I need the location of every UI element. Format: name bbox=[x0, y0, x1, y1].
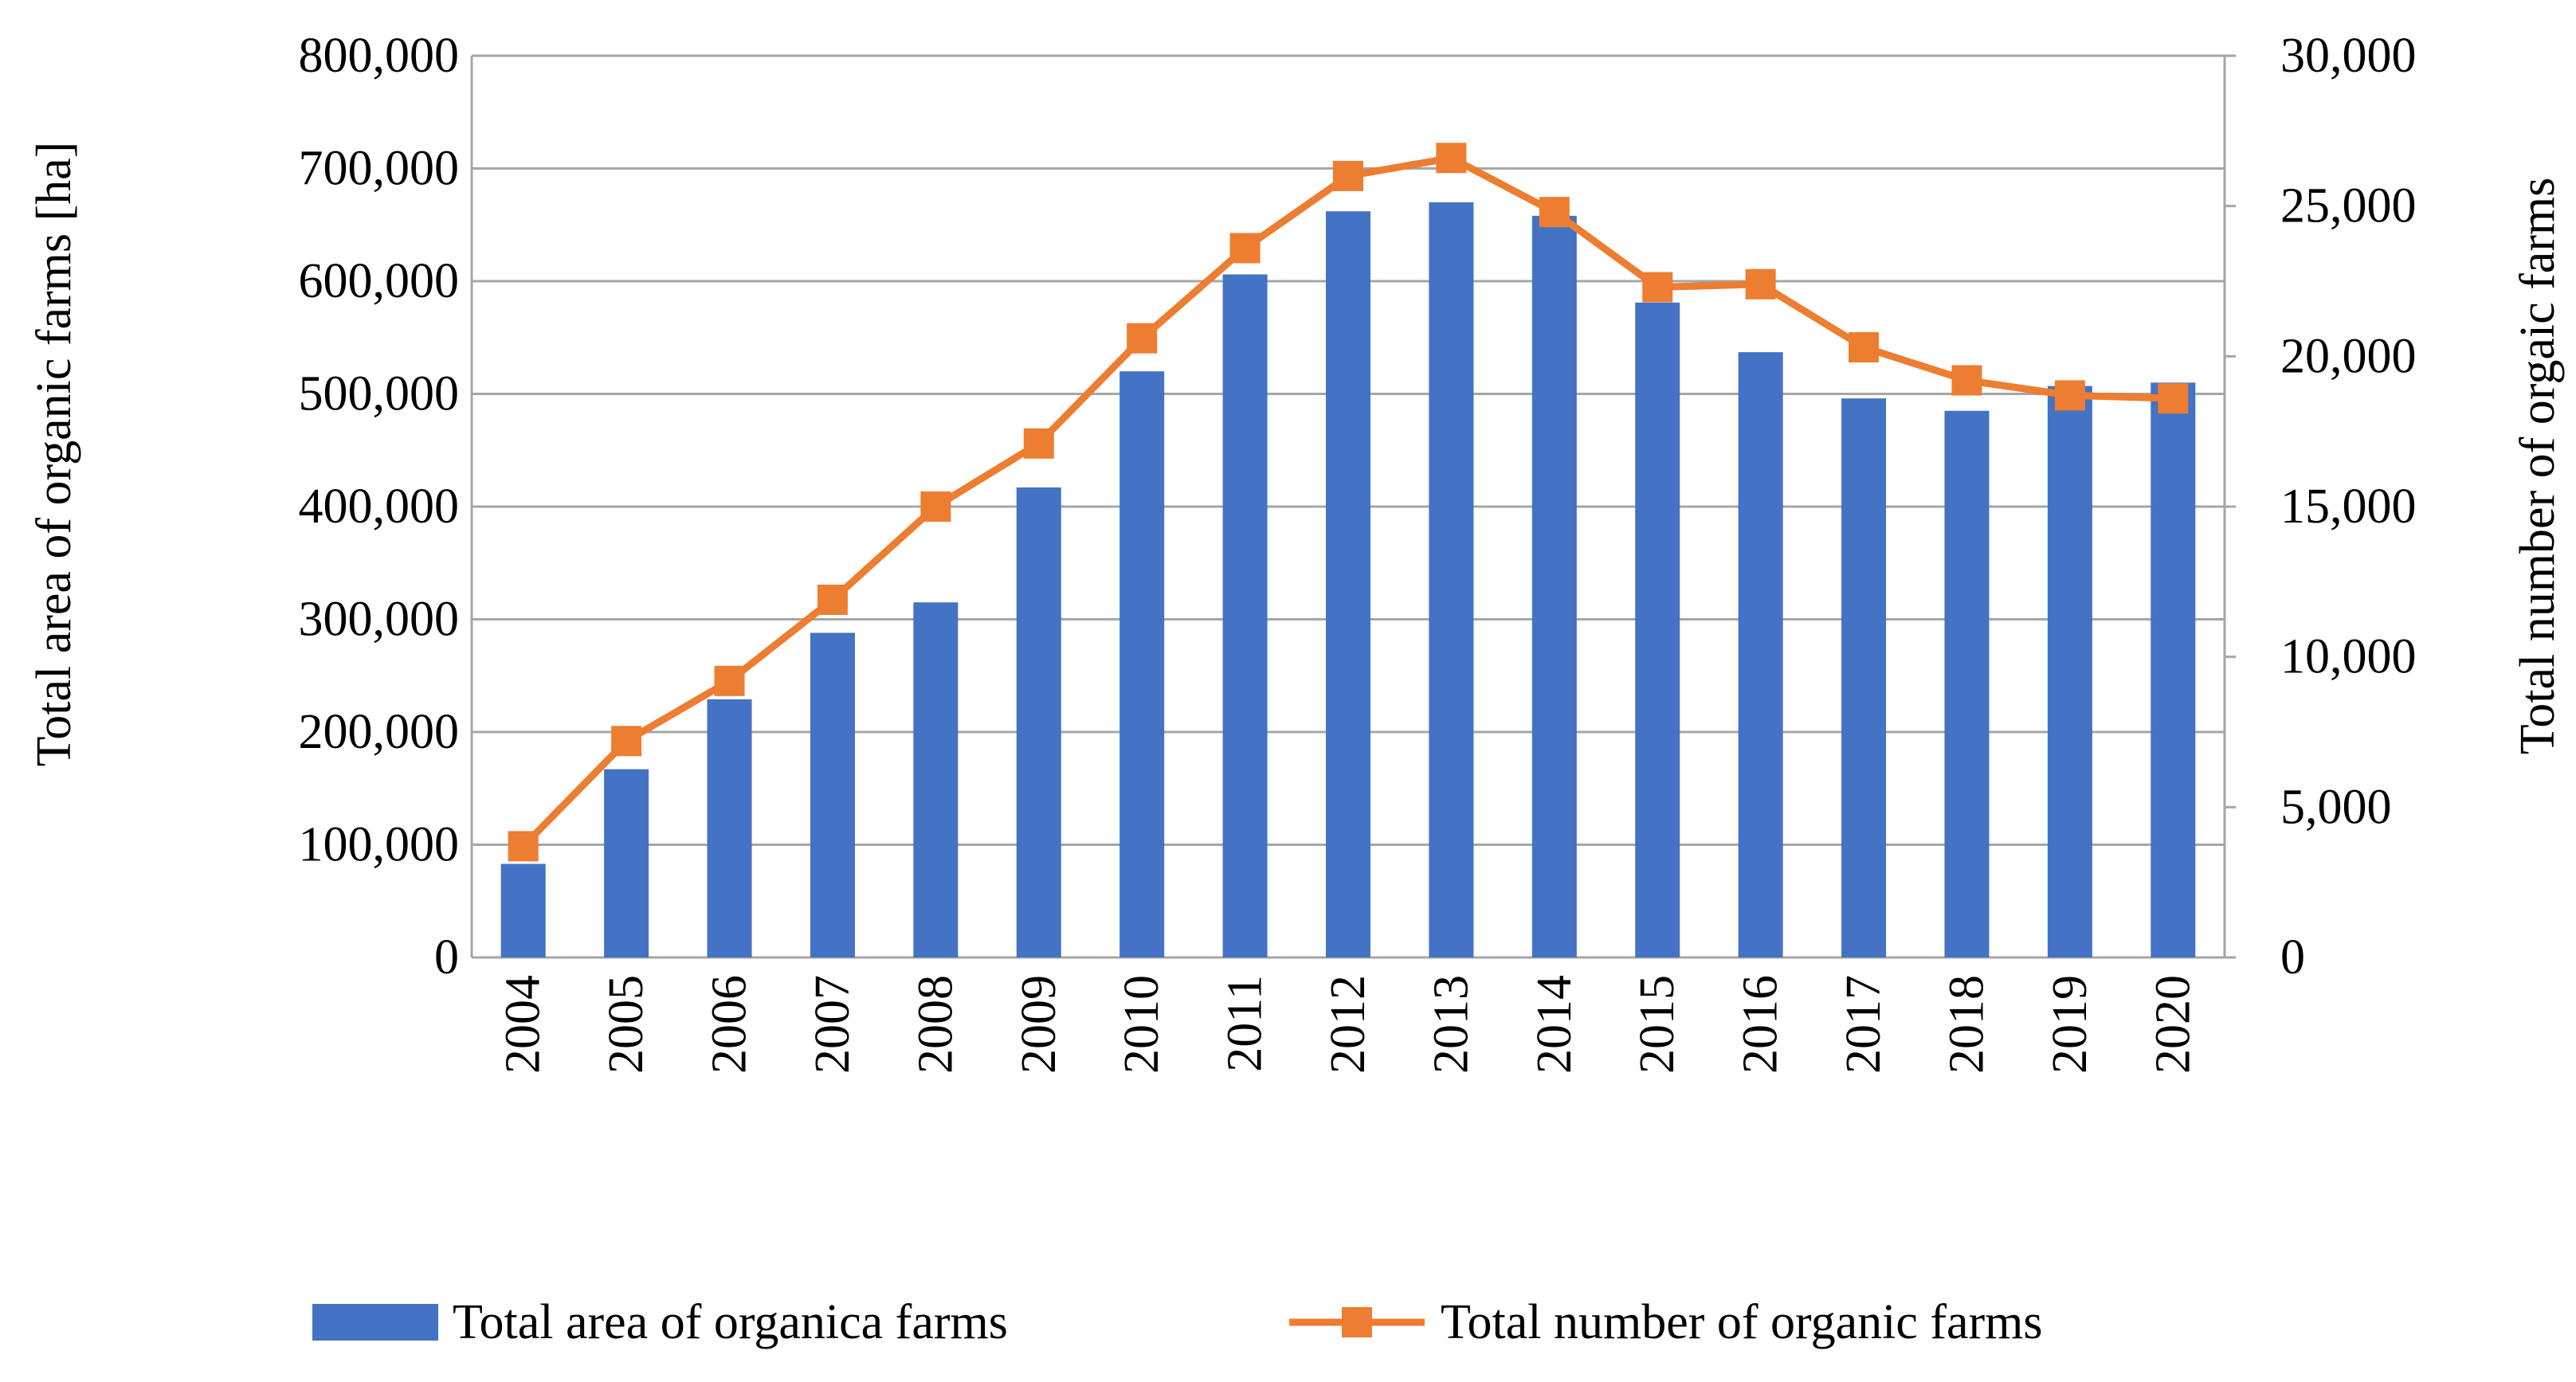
legend-bar-label: Total area of organica farms bbox=[453, 1295, 1008, 1349]
x-tick-label: 2013 bbox=[1424, 975, 1478, 1074]
point-2010 bbox=[1127, 323, 1158, 354]
point-2018 bbox=[1951, 365, 1982, 396]
x-tick-label: 2005 bbox=[599, 975, 653, 1074]
right-tick-label: 25,000 bbox=[2280, 179, 2417, 233]
right-tick-label: 10,000 bbox=[2280, 630, 2417, 684]
x-tick-label: 2008 bbox=[908, 975, 963, 1074]
left-tick-label: 500,000 bbox=[299, 367, 460, 421]
bar-2018 bbox=[1944, 410, 1990, 957]
point-2015 bbox=[1642, 272, 1673, 303]
point-2011 bbox=[1229, 233, 1261, 264]
point-2008 bbox=[920, 491, 951, 522]
bar-2004 bbox=[500, 863, 546, 957]
point-2005 bbox=[611, 726, 642, 757]
left-tick-label: 300,000 bbox=[299, 593, 460, 647]
bar-2013 bbox=[1429, 202, 1474, 957]
x-tick-label: 2020 bbox=[2146, 975, 2200, 1074]
x-tick-label: 2016 bbox=[1734, 975, 1788, 1074]
left-tick-label: 700,000 bbox=[299, 142, 460, 196]
bar-2019 bbox=[2047, 386, 2092, 958]
x-tick-label: 2017 bbox=[1837, 975, 1891, 1074]
x-tick-label: 2009 bbox=[1012, 975, 1066, 1074]
left-tick-label: 800,000 bbox=[299, 29, 460, 83]
right-axis-ticks: 0 5,000 10,000 15,000 20,000 25,000 30,000 bbox=[2280, 29, 2417, 985]
bar-2015 bbox=[1635, 302, 1680, 957]
left-axis-ticks: 0 100,000 200,000 300,000 400,000 500,000 600,… bbox=[299, 29, 460, 985]
left-tick-label: 0 bbox=[434, 930, 459, 985]
bar-2008 bbox=[913, 602, 959, 957]
x-tick-label: 2014 bbox=[1527, 975, 1582, 1074]
left-tick-label: 400,000 bbox=[299, 480, 460, 534]
bar-2006 bbox=[707, 699, 752, 957]
bar-2017 bbox=[1841, 398, 1887, 957]
right-tick-label: 5,000 bbox=[2280, 780, 2392, 834]
bar-2011 bbox=[1222, 274, 1268, 957]
point-2009 bbox=[1023, 428, 1054, 459]
right-tick-label: 15,000 bbox=[2280, 480, 2417, 534]
point-2017 bbox=[1849, 332, 1880, 363]
x-tick-label: 2011 bbox=[1218, 975, 1272, 1072]
x-tick-label: 2019 bbox=[2043, 975, 2097, 1074]
x-tick-label: 2006 bbox=[703, 975, 757, 1074]
legend-line-marker bbox=[1342, 1307, 1372, 1337]
bar-2016 bbox=[1738, 352, 1783, 957]
bar-2010 bbox=[1119, 371, 1165, 957]
legend-line-label: Total number of organic farms bbox=[1441, 1295, 2043, 1349]
bar-2012 bbox=[1326, 211, 1370, 957]
x-tick-label: 2004 bbox=[496, 975, 551, 1074]
line-series-farm-count bbox=[508, 143, 2189, 862]
bar-2009 bbox=[1016, 487, 1061, 957]
point-2006 bbox=[714, 665, 745, 696]
right-tick-label: 30,000 bbox=[2280, 29, 2417, 83]
right-tick-label: 0 bbox=[2280, 930, 2305, 985]
point-2016 bbox=[1745, 268, 1776, 299]
legend: Total area of organica farms Total numbe… bbox=[312, 1295, 2043, 1349]
left-tick-label: 600,000 bbox=[299, 254, 460, 308]
point-2012 bbox=[1333, 160, 1363, 191]
point-2019 bbox=[2054, 380, 2085, 411]
point-2020 bbox=[2158, 383, 2189, 414]
left-axis-title: Total area of organic farms [ha] bbox=[27, 142, 81, 767]
left-tick-label: 100,000 bbox=[299, 818, 460, 872]
bar-series-area bbox=[500, 202, 2196, 958]
x-tick-label: 2010 bbox=[1115, 975, 1169, 1074]
right-axis-title: Total number of orgaic farms bbox=[2511, 178, 2565, 755]
bar-2007 bbox=[810, 632, 855, 957]
point-2014 bbox=[1539, 197, 1570, 228]
right-tick-label: 20,000 bbox=[2280, 329, 2417, 383]
x-axis-ticks: 2004 2005 2006 2007 2008 2009 2010 2011 2012 2013… bbox=[496, 975, 2201, 1074]
x-tick-label: 2007 bbox=[806, 975, 860, 1074]
x-tick-label: 2012 bbox=[1321, 975, 1375, 1074]
x-tick-label: 2015 bbox=[1630, 975, 1684, 1074]
bar-2014 bbox=[1531, 215, 1577, 957]
point-2004 bbox=[508, 831, 539, 862]
bar-2020 bbox=[2151, 382, 2196, 958]
bar-2005 bbox=[604, 769, 649, 957]
point-2013 bbox=[1436, 143, 1467, 174]
left-tick-label: 200,000 bbox=[299, 705, 460, 759]
legend-bar-swatch bbox=[312, 1304, 438, 1341]
point-2007 bbox=[817, 584, 848, 615]
x-tick-label: 2018 bbox=[1939, 975, 1994, 1074]
